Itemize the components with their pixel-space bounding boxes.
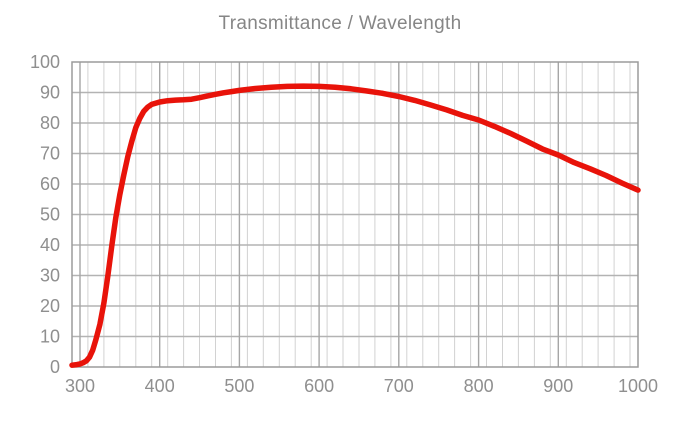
x-tick-label: 500 [224,376,254,396]
x-tick-label: 400 [145,376,175,396]
x-tick-label: 600 [304,376,334,396]
y-tick-label: 0 [50,357,60,377]
x-axis-tick-labels: 300 400 500 600 700 800 900 1000 [65,376,658,396]
y-tick-label: 10 [40,327,60,347]
chart-title: Transmittance / Wavelength [218,13,462,34]
y-tick-label: 30 [40,266,60,286]
x-tick-label: 900 [543,376,573,396]
y-tick-label: 50 [40,205,60,225]
y-tick-label: 60 [40,174,60,194]
x-tick-label: 800 [464,376,494,396]
y-axis-tick-labels: 0 10 20 30 40 50 60 70 80 90 100 [30,52,60,377]
x-tick-label: 300 [65,376,95,396]
y-tick-label: 70 [40,144,60,164]
y-tick-label: 80 [40,113,60,133]
y-tick-label: 20 [40,296,60,316]
y-tick-label: 100 [30,52,60,72]
series-line-transmittance [69,83,641,368]
horizontal-gridlines [72,91,638,338]
y-tick-label: 90 [40,83,60,103]
major-gridlines [79,62,559,367]
x-tick-label: 1000 [618,376,658,396]
y-tick-label: 40 [40,235,60,255]
x-tick-label: 700 [384,376,414,396]
plot-border [71,61,639,368]
